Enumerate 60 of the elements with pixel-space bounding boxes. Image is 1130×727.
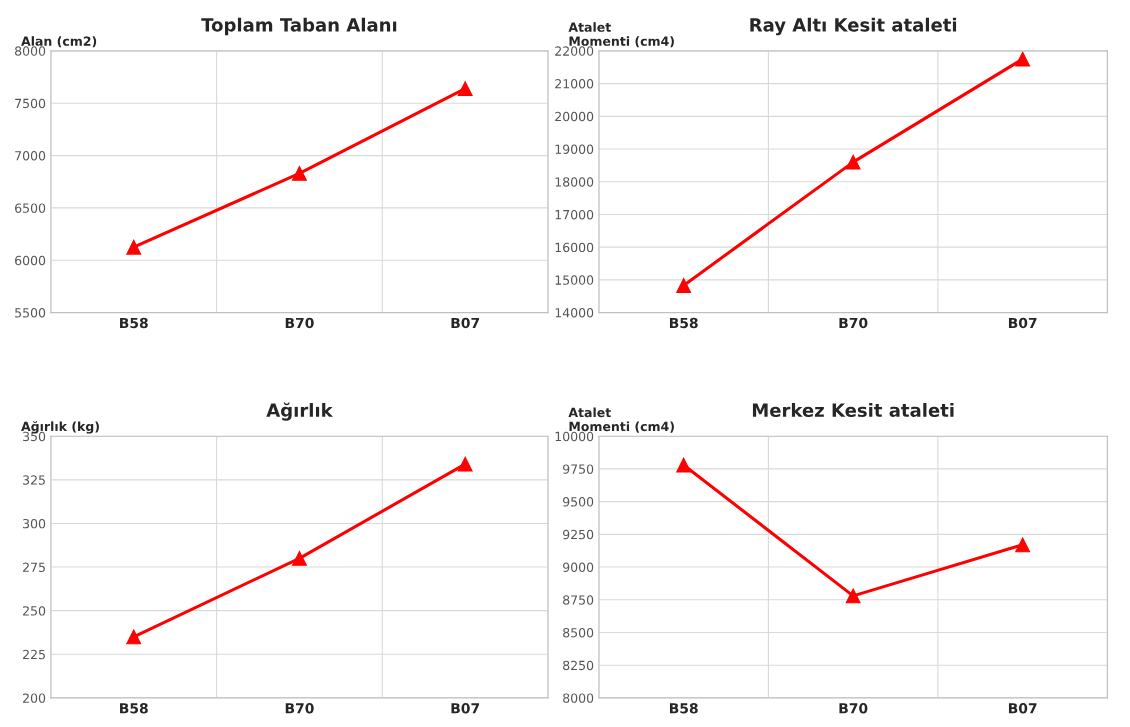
y-tick-label: 7500	[15, 98, 46, 109]
x-tick-label: B07	[1008, 317, 1037, 329]
y-tick-label: 9000	[563, 562, 594, 572]
y-tick-label: 10000	[555, 431, 594, 442]
y-tick-label: 9750	[563, 464, 594, 474]
y-tick-label: 8500	[563, 627, 594, 638]
chart-title: Toplam Taban Alanı	[201, 17, 397, 36]
y-axis-title: Atalet Momenti (cm4)	[568, 22, 674, 48]
chart-title: Ağırlık	[266, 402, 333, 421]
x-tick-label: B70	[839, 703, 868, 714]
x-tick-label: B07	[451, 317, 480, 329]
x-tick-label: B58	[120, 317, 148, 329]
point	[1015, 537, 1031, 553]
y-tick-label: 18000	[555, 177, 594, 187]
point	[126, 239, 142, 255]
y-tick-label: 7000	[15, 151, 46, 161]
y-tick-label: 250	[23, 606, 46, 616]
y-tick-label: 21000	[555, 79, 594, 89]
y-tick-label: 19000	[555, 144, 594, 154]
y-tick-label: 17000	[555, 209, 594, 220]
point	[1015, 51, 1031, 67]
x-tick-label: B58	[669, 317, 698, 329]
point	[676, 457, 692, 473]
y-tick-label: 225	[23, 649, 45, 660]
point	[291, 165, 307, 181]
point	[845, 588, 861, 604]
chart-title: Merkez Kesit ataleti	[752, 403, 954, 418]
x-tick-label: B58	[120, 703, 148, 714]
x-tick-label: B70	[285, 703, 314, 714]
y-tick-label: 14000	[555, 308, 594, 318]
y-tick-label: 5500	[15, 308, 46, 318]
point	[457, 81, 473, 97]
y-tick-label: 9500	[563, 497, 594, 507]
y-tick-label: 16000	[555, 242, 594, 253]
x-tick-label: B70	[839, 317, 868, 329]
point	[676, 277, 692, 293]
y-tick-label: 8000	[15, 46, 46, 56]
y-tick-label: 325	[23, 475, 45, 485]
y-tick-label: 275	[23, 562, 45, 572]
x-tick-label: B07	[451, 703, 480, 714]
y-tick-label: 8250	[563, 660, 594, 671]
point	[126, 629, 142, 645]
y-tick-label: 20000	[555, 111, 594, 122]
y-tick-label: 8750	[563, 595, 594, 605]
y-tick-label: 9250	[563, 529, 594, 540]
y-tick-label: 6500	[15, 203, 46, 213]
point	[457, 456, 473, 472]
y-tick-label: 8000	[563, 693, 594, 703]
x-tick-label: B07	[1008, 703, 1037, 714]
y-tick-label: 22000	[555, 46, 594, 56]
x-tick-label: B58	[669, 703, 698, 714]
x-tick-label: B70	[285, 317, 314, 329]
chart-title: Ray Altı Kesit ataleti	[750, 17, 957, 36]
y-tick-label: 200	[23, 693, 46, 703]
point	[291, 550, 307, 566]
y-tick-label: 15000	[555, 275, 594, 285]
point	[845, 154, 861, 170]
y-tick-label: 300	[23, 518, 46, 529]
y-axis-title: Alan (cm2)	[21, 36, 97, 48]
y-tick-label: 6000	[15, 255, 46, 266]
